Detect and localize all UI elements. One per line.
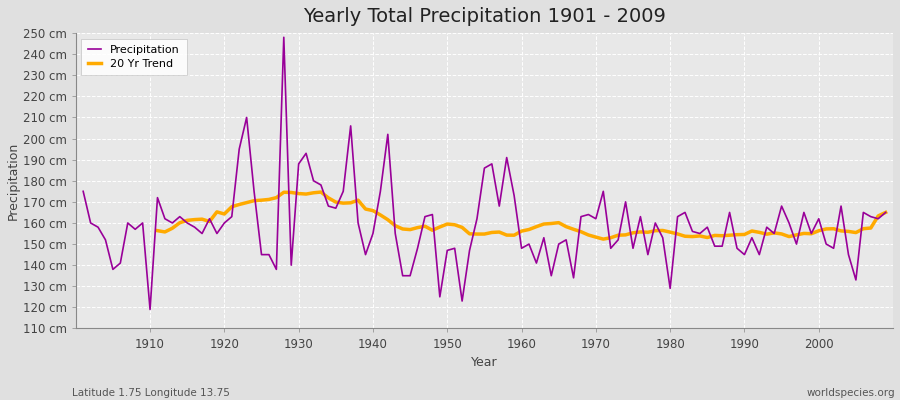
20 Yr Trend (524, 227, 535, 232)
20 Yr Trend (353, 198, 364, 202)
20 Yr Trend (330, 200, 341, 204)
Text: worldspecies.org: worldspecies.org (807, 388, 896, 398)
Precipitation (145, 307, 156, 312)
Text: Latitude 1.75 Longitude 13.75: Latitude 1.75 Longitude 13.75 (72, 388, 230, 398)
Precipitation (880, 210, 891, 215)
Precipitation (620, 200, 631, 204)
20 Yr Trend (382, 217, 393, 222)
20 Yr Trend (739, 232, 750, 237)
20 Yr Trend (546, 221, 557, 226)
Line: 20 Yr Trend: 20 Yr Trend (158, 192, 886, 239)
Precipitation (524, 242, 535, 246)
Precipitation (278, 35, 289, 40)
Precipitation (77, 189, 88, 194)
20 Yr Trend (316, 190, 327, 194)
Precipitation (531, 261, 542, 266)
20 Yr Trend (152, 228, 163, 233)
Legend: Precipitation, 20 Yr Trend: Precipitation, 20 Yr Trend (81, 39, 186, 76)
20 Yr Trend (598, 237, 608, 242)
X-axis label: Year: Year (471, 356, 498, 369)
Precipitation (360, 252, 371, 257)
Line: Precipitation: Precipitation (83, 37, 886, 310)
20 Yr Trend (880, 210, 891, 215)
Y-axis label: Precipitation: Precipitation (7, 142, 20, 220)
Precipitation (316, 182, 327, 187)
Precipitation (137, 220, 148, 225)
Title: Yearly Total Precipitation 1901 - 2009: Yearly Total Precipitation 1901 - 2009 (303, 7, 666, 26)
